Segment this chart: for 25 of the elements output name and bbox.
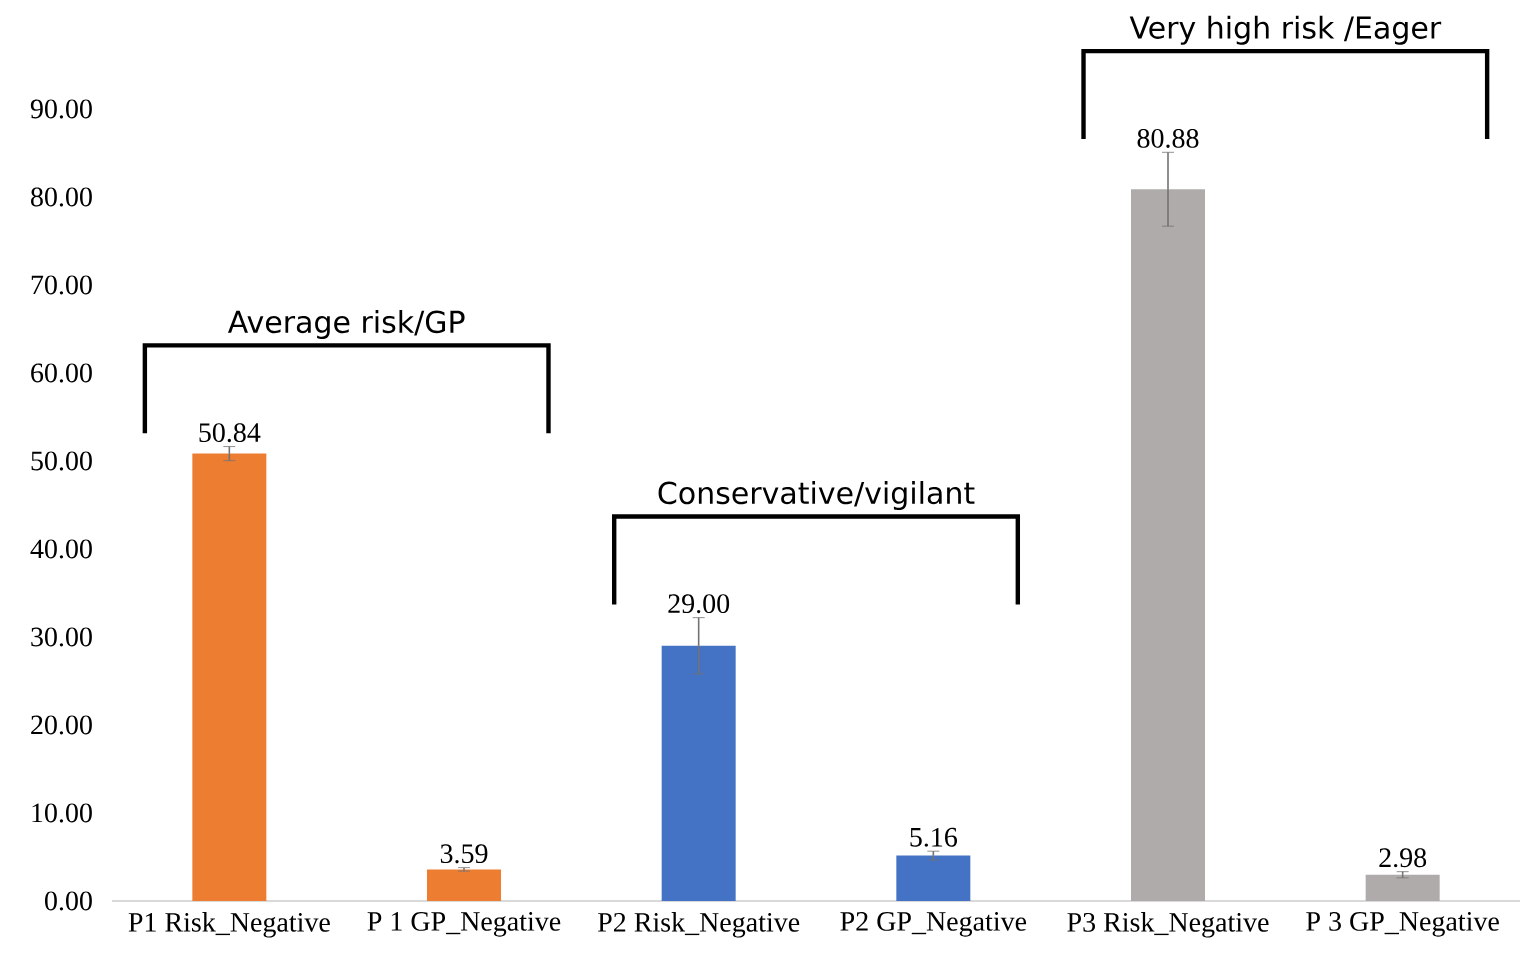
y-tick-label: 90.00 — [30, 99, 92, 119]
annotation: Conservative/vigilant — [658, 481, 975, 511]
y-tick-label: 10.00 — [32, 803, 92, 823]
x-tick-label: P1 Risk_Negative — [128, 912, 330, 938]
data-label: 80.88 — [1137, 128, 1199, 148]
y-tick-label: 30.00 — [31, 627, 92, 647]
data-label: 5.16 — [910, 827, 958, 847]
data-label: 29.00 — [668, 594, 730, 614]
annotation: Average risk/GP — [227, 309, 465, 339]
data-label: 3.59 — [440, 844, 488, 864]
y-tick-label: 70.00 — [31, 275, 92, 295]
data-label: 2.98 — [1379, 848, 1427, 868]
data-label: 50.84 — [199, 423, 261, 443]
y-tick-label: 0.00 — [45, 891, 92, 911]
y-tick-label: 50.00 — [31, 451, 92, 471]
x-tick-label: P2 GP_Negative — [840, 912, 1027, 937]
x-tick-label: P 1 GP_Negative — [367, 912, 561, 937]
text: Very high risk /Eager — [1129, 15, 1442, 45]
y-tick-label: 40.00 — [30, 539, 92, 559]
y-tick-label: 80.00 — [31, 187, 92, 207]
x-tick-label: P3 Risk_Negative — [1067, 912, 1269, 938]
y-tick-label: 20.00 — [31, 715, 92, 735]
x-tick-label: P2 Risk_Negative — [597, 912, 800, 938]
x-tick-label: P 3 GP_Negative — [1306, 912, 1499, 937]
y-tick-label: 60.00 — [31, 363, 92, 383]
